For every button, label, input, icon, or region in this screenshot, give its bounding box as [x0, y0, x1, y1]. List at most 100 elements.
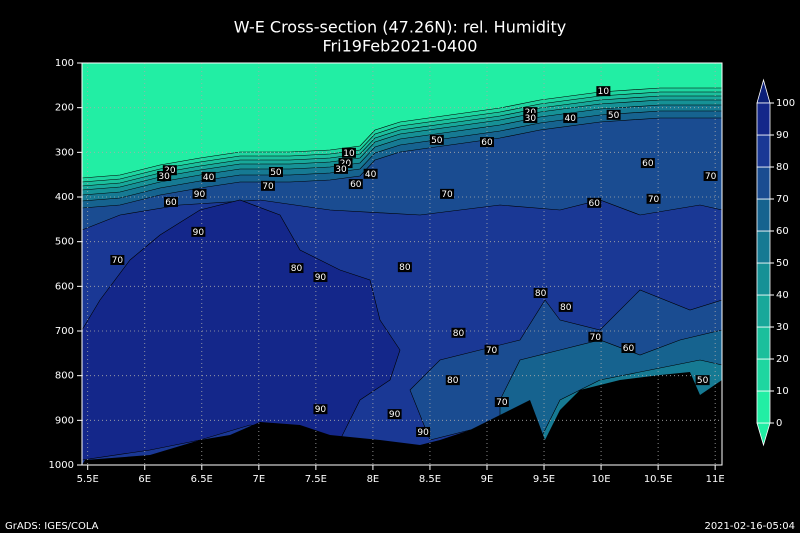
contour-label-box	[440, 188, 455, 199]
contour-label-box	[587, 197, 602, 208]
contour-label-box	[157, 171, 172, 182]
x-tick-label: 6.5E	[191, 474, 213, 485]
colorbar-segment	[756, 294, 771, 328]
terrain	[82, 372, 722, 465]
field	[81, 63, 723, 466]
chart-subtitle: Fri19Feb2021-0400	[323, 37, 478, 56]
chart-title: W-E Cross-section (47.26N): rel. Humidit…	[234, 18, 566, 37]
y-tick-label: 300	[55, 147, 74, 158]
colorbar-tick-label: 30	[776, 322, 789, 333]
contour-label-box	[387, 409, 402, 420]
contour-label: 60	[623, 344, 635, 354]
y-tick-label: 1000	[49, 460, 74, 471]
contour-label: 60	[642, 159, 654, 169]
contour-label-box	[163, 196, 178, 207]
x-tick-label: 9.5E	[533, 474, 555, 485]
x-tick-label: 5.5E	[77, 474, 99, 485]
colorbar-tick-label: 50	[776, 258, 789, 269]
contour-label: 40	[565, 114, 577, 124]
contour-label: 10	[598, 87, 610, 97]
contour-label: 90	[389, 410, 401, 420]
y-tick-label: 200	[55, 103, 74, 114]
x-tick-label: 7E	[252, 474, 265, 485]
x-tick-label: 8.5E	[419, 474, 441, 485]
contour-label: 70	[262, 182, 274, 192]
colorbar-tick-label: 20	[776, 354, 789, 365]
contour-label: 70	[590, 333, 602, 343]
contour-label-box	[596, 86, 611, 97]
contour-label-box	[416, 426, 431, 437]
contour-label: 70	[441, 190, 453, 200]
contour-label-box	[558, 301, 573, 312]
contour-label-box	[429, 134, 444, 145]
contour-label: 60	[589, 199, 601, 209]
colorbar-segment	[756, 102, 771, 136]
contour-label: 70	[648, 195, 660, 205]
colorbar-tick-label: 0	[776, 418, 782, 429]
contour-label: 10	[343, 149, 355, 159]
contour-label: 80	[291, 264, 303, 274]
colorbar-under	[756, 422, 771, 447]
contour-label-box	[445, 375, 460, 386]
contour-label-box	[606, 109, 621, 120]
colorbar-tick-label: 70	[776, 194, 789, 205]
footer-right: 2021-02-16-05:04	[704, 521, 795, 532]
contour-label-box	[621, 342, 636, 353]
contour-label-box	[523, 107, 538, 118]
contour-label: 70	[486, 346, 498, 356]
contour-label: 80	[447, 376, 459, 386]
contour-label: 80	[453, 329, 465, 339]
contour-label-box	[191, 226, 206, 237]
colorbar-segment	[756, 262, 771, 296]
contour-label: 50	[608, 111, 620, 121]
y-tick-label: 400	[55, 192, 74, 203]
colorbar-over	[756, 78, 771, 104]
contour-label: 90	[194, 190, 206, 200]
y-tick-label: 700	[55, 326, 74, 337]
x-tick-label: 10.5E	[644, 474, 673, 485]
colorbar-tick-label: 60	[776, 226, 789, 237]
contour-label-box	[338, 158, 353, 169]
contour-label: 40	[203, 173, 215, 183]
contour-label: 30	[525, 114, 537, 124]
y-tick-label: 600	[55, 281, 74, 292]
y-tick-label: 500	[55, 237, 74, 248]
contour-label: 80	[535, 289, 547, 299]
contour-label-box	[313, 404, 328, 415]
contour-label-box	[289, 263, 304, 274]
contour-label: 90	[315, 405, 327, 415]
contour-label-box	[563, 112, 578, 123]
contour-label: 80	[560, 303, 572, 313]
x-tick-label: 10E	[592, 474, 611, 485]
contour-label: 50	[270, 168, 282, 178]
y-tick-label: 900	[55, 415, 74, 426]
contour-label-box	[494, 397, 509, 408]
colorbar-segment	[756, 134, 771, 168]
contour-label-box	[333, 163, 348, 174]
y-tick-label: 800	[55, 371, 74, 382]
contour-label: 50	[697, 376, 709, 386]
colorbar-tick-label: 90	[776, 130, 789, 141]
contour-label-box	[695, 375, 710, 386]
humidity-region	[81, 199, 401, 461]
colorbar-segment	[756, 390, 771, 424]
colorbar-tick-label: 10	[776, 386, 789, 397]
contour-label-box	[313, 271, 328, 282]
contour-label: 70	[705, 172, 717, 182]
plot-frame	[81, 62, 723, 466]
x-tick-label: 8E	[367, 474, 380, 485]
contour-label-box	[201, 171, 216, 182]
x-tick-label: 9E	[481, 474, 494, 485]
colorbar-tick-label: 80	[776, 162, 789, 173]
contour-label-box	[588, 331, 603, 342]
colorbar-segment	[756, 166, 771, 200]
colorbar-segment	[756, 230, 771, 264]
colorbar-segment	[756, 326, 771, 360]
contour-label-box	[523, 112, 538, 123]
x-tick-label: 11E	[706, 474, 725, 485]
contour-label: 70	[496, 398, 508, 408]
x-tick-label: 6E	[138, 474, 151, 485]
contour-label-box	[110, 254, 125, 265]
contour-label: 30	[335, 165, 347, 175]
